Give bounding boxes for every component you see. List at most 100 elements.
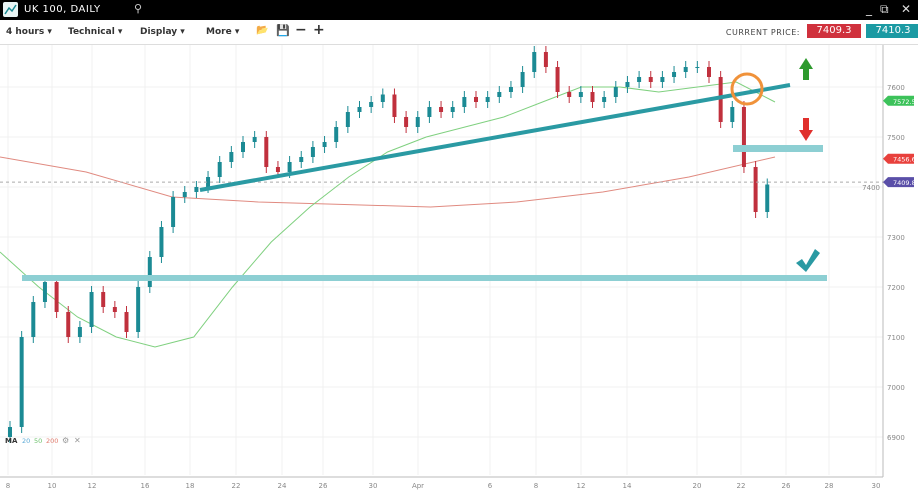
candle	[637, 77, 642, 82]
candle	[543, 52, 548, 67]
price-tag-label: 7572.5	[893, 98, 916, 106]
price-tag-label: 7409.8	[893, 179, 916, 187]
settings-gear-icon: ⚙	[62, 436, 69, 445]
candle	[31, 302, 36, 337]
candle	[765, 184, 770, 212]
candle	[112, 307, 117, 312]
candle	[718, 77, 723, 122]
candle	[520, 72, 525, 87]
x-tick-label: 16	[141, 482, 150, 490]
price-tag	[883, 177, 914, 188]
interval-dropdown[interactable]: 4 hours ▾	[6, 27, 52, 37]
x-tick-label: 26	[782, 482, 791, 490]
candle	[707, 67, 711, 77]
current-price-label: CURRENT PRICE:	[725, 28, 800, 37]
candle	[124, 312, 129, 332]
candle	[8, 427, 12, 437]
x-tick-label: 30	[369, 482, 378, 490]
x-tick-label: 22	[232, 482, 241, 490]
toolbar: 4 hours ▾ Technical ▾ Display ▾ More ▾ 📂…	[0, 20, 918, 45]
candle	[147, 257, 152, 287]
chart-logo-icon	[3, 2, 18, 17]
x-tick-label: 30	[872, 482, 881, 490]
y-tick-label: 7400	[862, 184, 880, 192]
candle	[567, 92, 572, 97]
sell-price-button[interactable]: 7409.3	[807, 24, 861, 38]
open-folder-icon[interactable]: 📂	[256, 25, 269, 36]
y-tick-label: 7000	[887, 384, 905, 392]
x-tick-label: 22	[737, 482, 746, 490]
more-dropdown[interactable]: More ▾	[206, 27, 240, 37]
candle	[66, 312, 71, 337]
candle	[182, 192, 187, 197]
x-tick-label: 14	[623, 482, 632, 490]
x-tick-label: 26	[319, 482, 328, 490]
ma-legend-label: MA	[5, 437, 18, 445]
candle	[392, 94, 397, 117]
price-tag	[883, 153, 914, 164]
x-tick-label: 20	[693, 482, 702, 490]
candle	[753, 167, 758, 212]
candle	[613, 87, 618, 97]
popout-icon[interactable]: ⧉	[880, 2, 889, 16]
candle	[462, 97, 467, 107]
candle	[660, 77, 665, 82]
candle	[497, 92, 502, 97]
remove-indicator-icon: ✕	[74, 436, 81, 445]
candle	[89, 292, 94, 327]
candle	[730, 107, 735, 122]
x-tick-label: 8	[6, 482, 10, 490]
buy-price-button[interactable]: 7410.3	[866, 24, 918, 38]
ma-legend-period: 200	[46, 437, 58, 445]
candle	[229, 152, 234, 162]
candle	[485, 97, 490, 102]
technical-dropdown[interactable]: Technical ▾	[68, 27, 123, 37]
display-dropdown[interactable]: Display ▾	[140, 27, 185, 37]
close-icon[interactable]: ✕	[901, 2, 912, 16]
x-tick-label: 28	[825, 482, 834, 490]
candle	[275, 167, 280, 172]
price-chart[interactable]: 8 10 12 16 18 22 24 26 30 Apr 6 8 12 14 20 22 26 28 30 6900…	[0, 45, 918, 493]
candle	[555, 67, 560, 92]
x-tick-label: 10	[48, 482, 57, 490]
candle	[136, 287, 141, 332]
ma200-line	[0, 156, 776, 208]
save-icon[interactable]: 💾	[276, 24, 290, 37]
candle	[474, 97, 478, 102]
candle	[264, 137, 269, 167]
ma-legend-period: 20	[22, 437, 30, 445]
candle	[322, 142, 327, 147]
candle	[345, 112, 350, 127]
minimize-icon[interactable]: _	[866, 2, 872, 16]
candle	[194, 187, 199, 192]
candle	[683, 67, 688, 72]
x-tick-label: 18	[186, 482, 195, 490]
y-tick-label: 7500	[887, 134, 905, 142]
search-icon[interactable]: ⚲	[134, 2, 143, 15]
x-tick-label: 8	[534, 482, 538, 490]
up-arrow-icon	[799, 58, 813, 80]
candle	[171, 197, 176, 227]
zoom-in-icon[interactable]: +	[313, 22, 325, 38]
candle	[532, 52, 537, 72]
candle	[404, 117, 409, 127]
candle	[508, 87, 513, 92]
candle	[741, 107, 746, 167]
candle	[334, 127, 339, 142]
candle	[695, 67, 700, 68]
down-arrow-icon	[799, 118, 813, 141]
candle	[427, 107, 432, 117]
zoom-out-icon[interactable]: −	[295, 22, 307, 38]
candle	[42, 282, 47, 302]
candle	[299, 157, 304, 162]
candle	[159, 227, 164, 257]
highlight-circle	[730, 72, 764, 106]
candle	[19, 337, 24, 427]
candle	[217, 162, 222, 177]
candle	[241, 142, 245, 152]
y-tick-label: 7300	[887, 234, 905, 242]
candle	[206, 177, 211, 187]
title-bar: UK 100, DAILY ⚲ _ ⧉ ✕	[0, 0, 918, 20]
y-tick-label: 7200	[887, 284, 905, 292]
price-tag-label: 7456.6	[893, 156, 916, 164]
